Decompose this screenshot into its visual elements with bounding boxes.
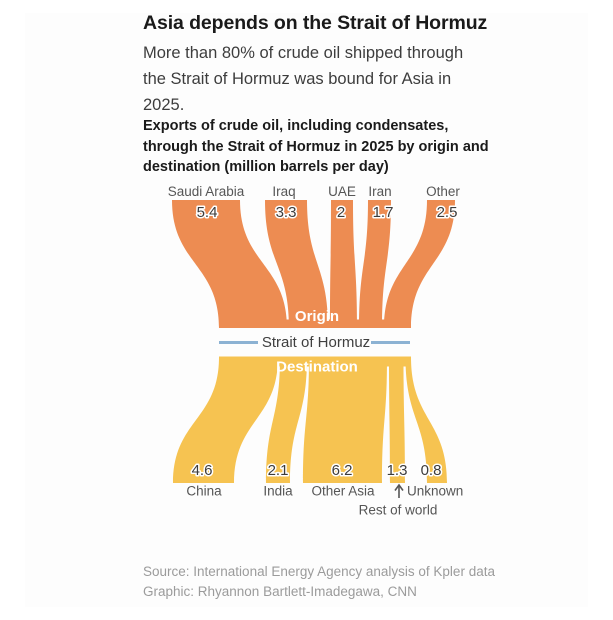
destination-ribbon-unknown: [405, 357, 447, 483]
subtitle-line: 2025.: [143, 96, 185, 114]
origin-label-other: Other: [426, 184, 460, 199]
origin-label-uae: UAE: [328, 184, 356, 199]
chart-description-line: destination (million barrels per day): [143, 159, 389, 175]
origin-ribbon-iran: [359, 200, 391, 328]
origin-value-uae: 2: [337, 204, 345, 221]
origin-label-iraq: Iraq: [272, 184, 295, 199]
destination-ribbon-india: [266, 357, 307, 483]
origin-band: [219, 319, 411, 328]
subtitle: More than 80% of crude oil shipped throu…: [143, 40, 503, 118]
destination-ribbon-other-asia: [303, 357, 387, 483]
origin-label-saudi-arabia: Saudi Arabia: [168, 184, 245, 199]
destination-label-china: China: [186, 484, 222, 499]
destination-label-unknown: Unknown: [407, 484, 463, 499]
footer: Source: International Energy Agency anal…: [143, 562, 573, 602]
strait-label: Strait of Hormuz: [262, 334, 370, 351]
source-line: Source: International Energy Agency anal…: [143, 564, 495, 579]
destination-value-unknown: 0.8: [421, 462, 442, 479]
origin-group-label: Origin: [295, 308, 339, 325]
chart-description: Exports of crude oil, including condensa…: [143, 116, 523, 178]
destination-group-label: Destination: [276, 359, 358, 376]
origin-label-iran: Iran: [368, 184, 391, 199]
destination-ribbon-rest-of-world: [389, 357, 405, 483]
sankey-chart: Strait of Hormuz Origin Destination Saudi A…: [168, 184, 464, 518]
origin-value-iran: 1.7: [373, 204, 394, 221]
page-title: Asia depends on the Strait of Hormuz: [143, 12, 488, 34]
origin-ribbon-other: [384, 200, 455, 328]
destination-label-rest-of-world: Rest of world: [359, 503, 438, 518]
chart-description-line: through the Strait of Hormuz in 2025 by …: [143, 138, 489, 155]
destination-band: [219, 356, 411, 367]
origin-value-other: 2.5: [437, 204, 458, 221]
destination-label-india: India: [263, 484, 293, 499]
origin-value-saudi-arabia: 5.4: [197, 204, 218, 221]
origin-ribbon-uae: [330, 200, 357, 328]
credit-line: Graphic: Rhyannon Bartlett-Imadegawa, CN…: [143, 584, 417, 599]
subtitle-line: More than 80% of crude oil shipped throu…: [143, 44, 464, 62]
destination-value-rest-of-world: 1.3: [387, 462, 408, 479]
destination-value-china: 4.6: [192, 462, 213, 479]
subtitle-line: the Strait of Hormuz was bound for Asia …: [143, 70, 452, 88]
chart-description-line: Exports of crude oil, including condensa…: [143, 118, 449, 134]
origin-ribbon-iraq: [265, 200, 328, 328]
destination-value-other-asia: 6.2: [332, 462, 353, 479]
origin-ribbon-saudi-arabia: [172, 200, 287, 328]
destination-ribbon-china: [173, 357, 278, 483]
destination-value-india: 2.1: [268, 462, 289, 479]
origin-value-iraq: 3.3: [276, 204, 297, 221]
up-arrow-head-icon: [394, 483, 404, 491]
destination-label-other-asia: Other Asia: [311, 484, 375, 499]
